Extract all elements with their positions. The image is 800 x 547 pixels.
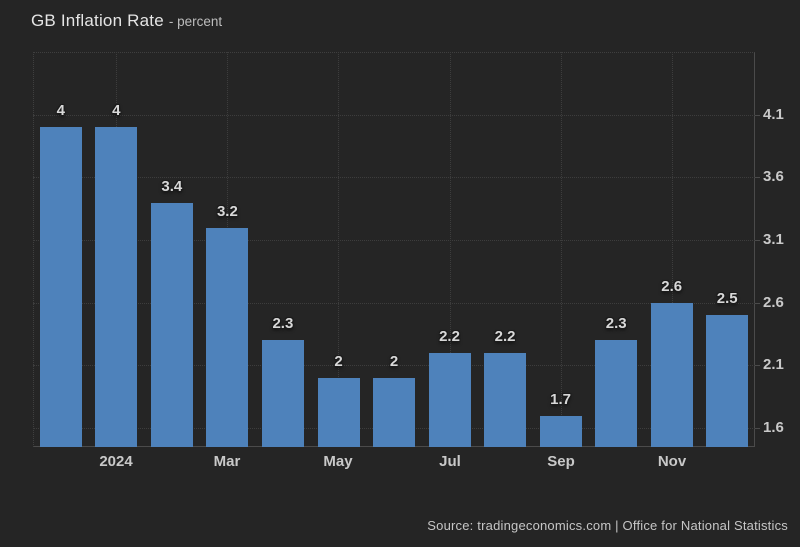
- bar-value-label: 2.5: [716, 290, 738, 308]
- y-tick-mark: [755, 365, 760, 366]
- bar-value-label: 1.7: [550, 390, 572, 408]
- gridline-vertical: [672, 52, 673, 447]
- x-axis-label: Mar: [213, 453, 241, 470]
- y-tick-mark: [755, 240, 760, 241]
- bar[interactable]: [373, 378, 415, 447]
- gridline-horizontal: [33, 303, 755, 304]
- bar[interactable]: [428, 353, 471, 447]
- bar-value-label: 3.2: [216, 202, 238, 220]
- bar-value-label: 4: [112, 102, 121, 120]
- source-attribution: Source: tradingeconomics.com | Office fo…: [427, 518, 788, 533]
- gridline-vertical: [338, 52, 339, 447]
- bar[interactable]: [39, 127, 82, 447]
- gridline-horizontal: [33, 240, 755, 241]
- y-axis-label: 4.1: [763, 106, 784, 123]
- chart-subtitle: - percent: [168, 14, 223, 29]
- y-axis-label: 1.6: [763, 419, 784, 436]
- y-axis-label: 3.1: [763, 231, 784, 248]
- chart-title: GB Inflation Rate: [31, 11, 164, 30]
- gridline-vertical: [561, 52, 562, 447]
- bar[interactable]: [317, 378, 360, 447]
- bar[interactable]: [150, 202, 193, 447]
- y-axis-label: 2.1: [763, 356, 784, 373]
- bar-value-label: 4: [56, 102, 65, 120]
- bar-value-label: 2.2: [439, 328, 460, 345]
- y-tick-mark: [755, 303, 760, 304]
- x-axis-label: Sep: [547, 453, 575, 470]
- y-tick-mark: [755, 115, 760, 116]
- x-axis-label: 2024: [99, 453, 133, 470]
- bar[interactable]: [95, 127, 138, 447]
- y-axis-label: 2.6: [763, 294, 784, 311]
- bar-value-label: 2.2: [494, 328, 516, 345]
- bar-value-label: 3.4: [161, 177, 183, 195]
- bar-value-label: 2.3: [272, 315, 294, 333]
- y-tick-mark: [755, 177, 760, 178]
- y-axis-label: 3.6: [763, 168, 784, 185]
- bar[interactable]: [206, 227, 249, 447]
- bar-value-label: 2.6: [661, 277, 683, 295]
- gridline-horizontal: [33, 115, 755, 116]
- gridline-horizontal: [33, 177, 755, 178]
- bar-value-label: 2: [334, 353, 343, 370]
- bar[interactable]: [539, 415, 582, 447]
- bar[interactable]: [595, 340, 638, 447]
- y-tick-mark: [755, 428, 760, 429]
- chart-header: GB Inflation Rate - percent: [31, 11, 222, 31]
- bar[interactable]: [650, 302, 693, 447]
- x-axis-label: May: [323, 453, 353, 470]
- gridline-horizontal: [33, 365, 755, 366]
- x-axis-label: Jul: [439, 453, 461, 470]
- bar[interactable]: [261, 340, 304, 447]
- bar-value-label: 2: [389, 353, 399, 370]
- x-axis-label: Nov: [657, 453, 687, 470]
- bar[interactable]: [484, 353, 527, 447]
- gridline-vertical: [450, 52, 451, 447]
- bar[interactable]: [706, 315, 749, 447]
- bar-value-label: 2.3: [605, 315, 627, 333]
